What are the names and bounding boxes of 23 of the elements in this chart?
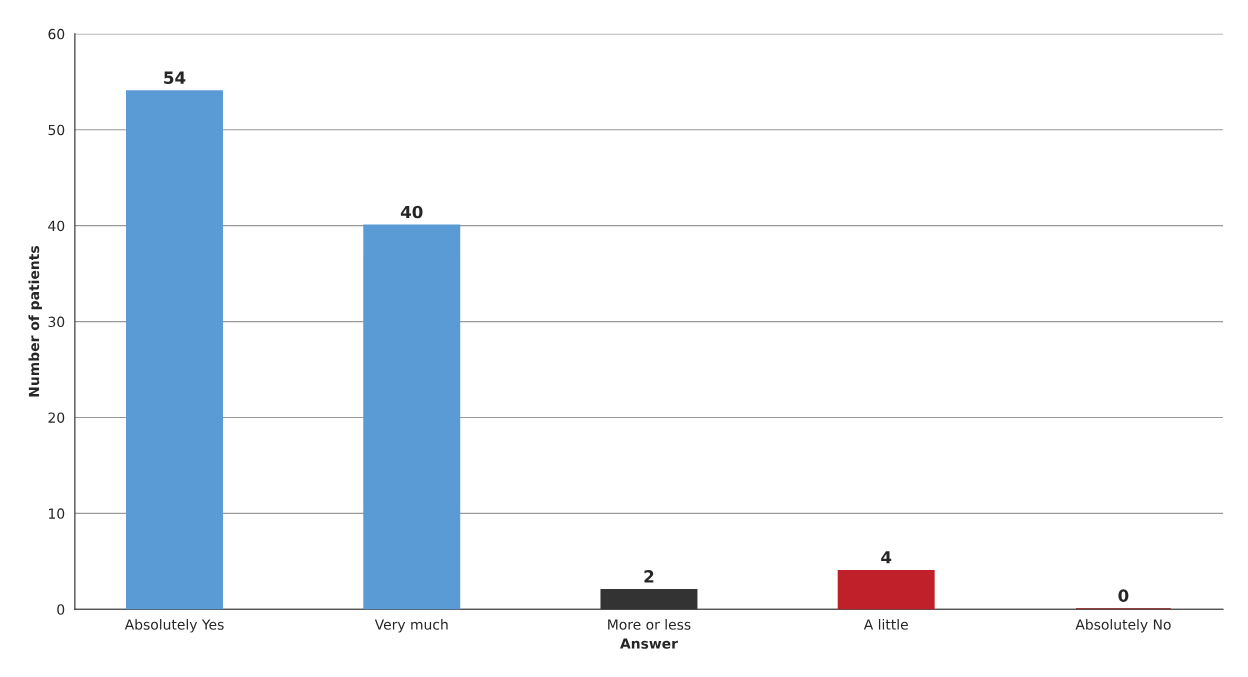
bar xyxy=(363,224,461,610)
y-tick-label: 50 xyxy=(48,124,65,136)
y-axis-title: Number of patients xyxy=(28,246,42,397)
bar xyxy=(600,589,698,610)
x-axis-title: Answer xyxy=(620,638,678,649)
data-label: 4 xyxy=(881,551,892,564)
x-tick-label: A little xyxy=(863,619,908,630)
y-tick-label: 40 xyxy=(48,220,65,232)
y-tick-label: 10 xyxy=(49,508,65,519)
bar xyxy=(126,90,223,610)
data-label: 2 xyxy=(644,570,654,583)
x-tick-label: Very much xyxy=(374,619,448,633)
y-tick-label: 30 xyxy=(48,316,65,328)
y-tick-label: 0 xyxy=(57,604,65,615)
bar xyxy=(837,569,935,610)
x-tick-label: Absolutely No xyxy=(1075,619,1171,633)
x-tick-label: More or less xyxy=(608,619,691,630)
y-tick-label: 20 xyxy=(48,412,65,423)
data-label: 54 xyxy=(164,71,186,84)
y-tick-label: 60 xyxy=(48,28,65,40)
data-label: 0 xyxy=(1118,589,1129,602)
data-label: 40 xyxy=(400,205,423,219)
x-tick-label: Absolutely Yes xyxy=(124,619,224,633)
